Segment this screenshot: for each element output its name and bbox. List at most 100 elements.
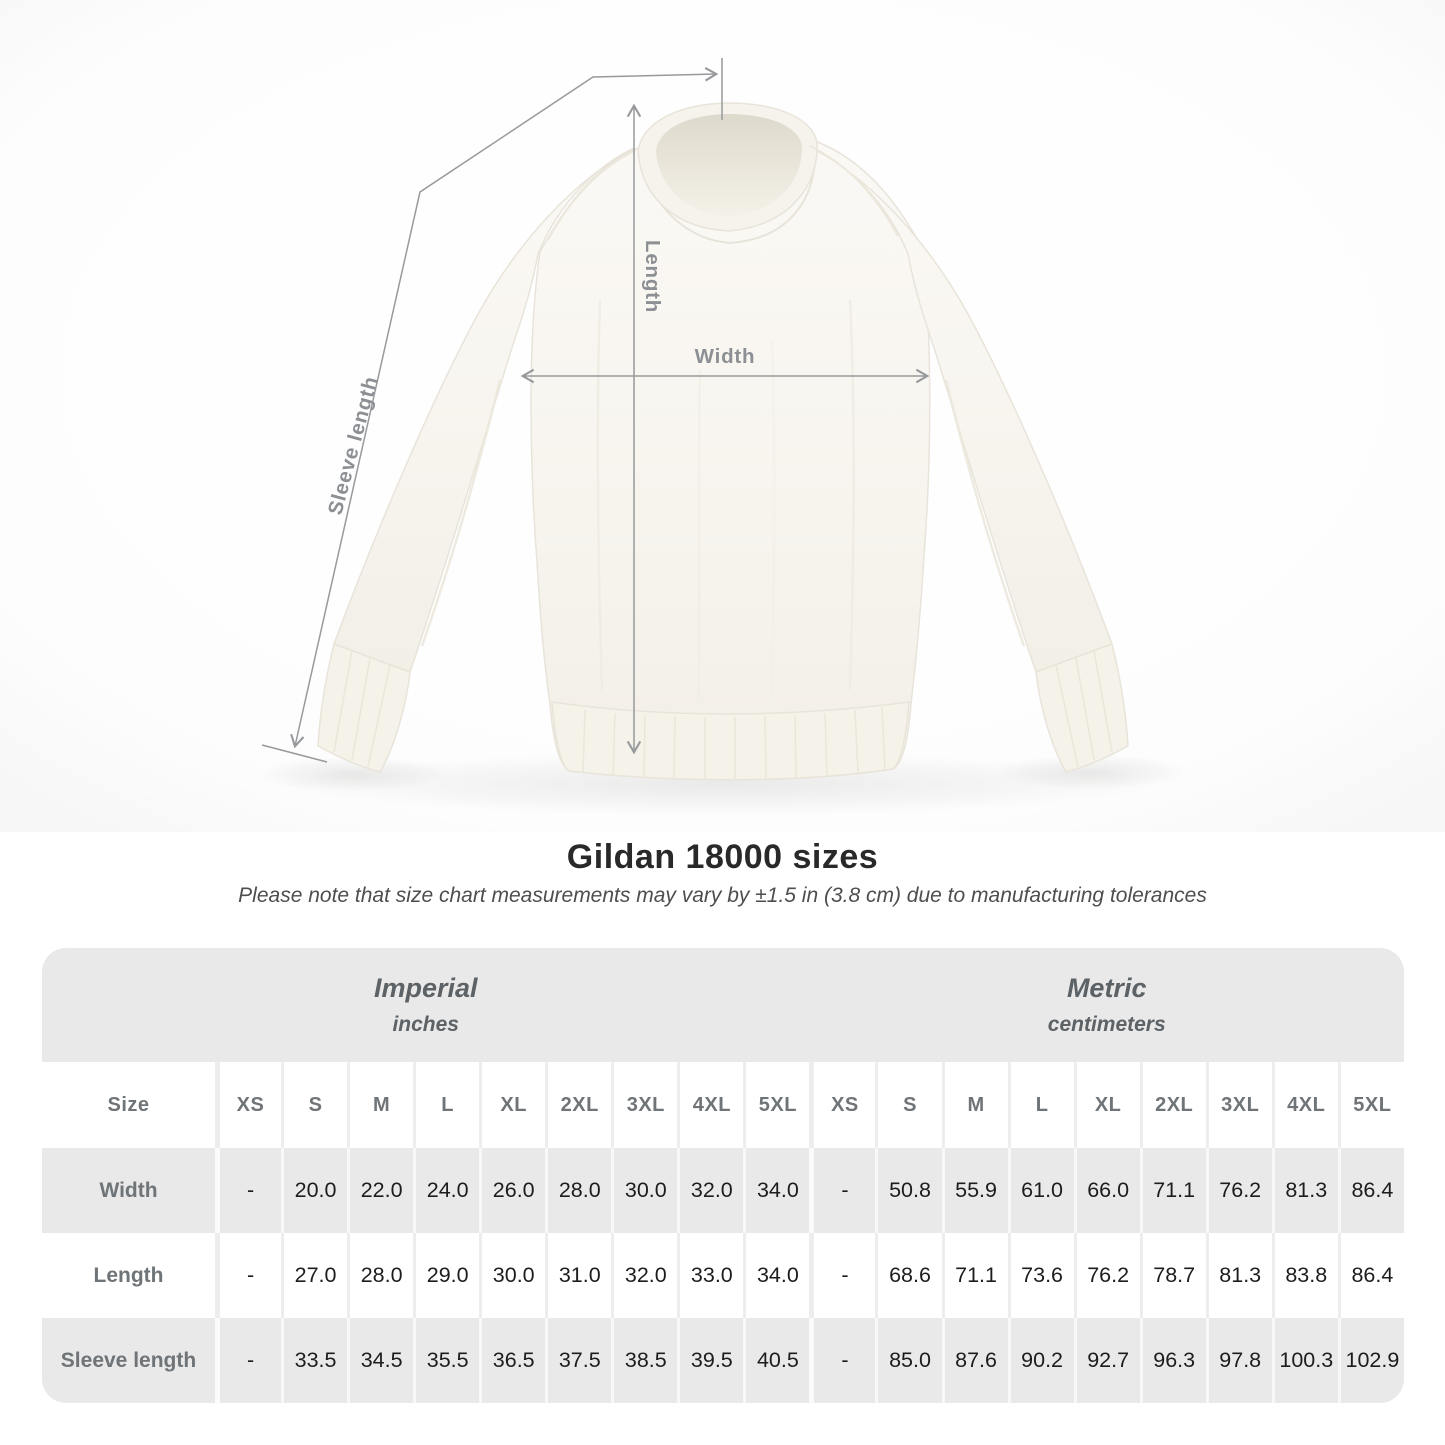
imperial-label: Imperial xyxy=(373,973,478,1003)
value-cell: - xyxy=(215,1233,282,1318)
size-header-cell: XL xyxy=(479,1062,546,1148)
value-cell: 22.0 xyxy=(347,1148,414,1233)
value-cell: 90.2 xyxy=(1007,1318,1074,1403)
value-cell: 71.1 xyxy=(941,1233,1008,1318)
value-cell: 71.1 xyxy=(1139,1148,1206,1233)
row-label: Sleeve length xyxy=(42,1318,215,1403)
value-cell: 92.7 xyxy=(1073,1318,1140,1403)
value-cell: 33.0 xyxy=(677,1233,744,1318)
size-header-cell: 2XL xyxy=(545,1062,612,1148)
size-header-cell: XL xyxy=(1073,1062,1140,1148)
value-cell: 81.3 xyxy=(1205,1233,1272,1318)
size-header-cell: S xyxy=(875,1062,942,1148)
heading-block: Gildan 18000 sizes Please note that size… xyxy=(0,836,1445,908)
value-cell: - xyxy=(215,1148,282,1233)
size-header-cell: M xyxy=(347,1062,414,1148)
value-cell: - xyxy=(809,1318,876,1403)
value-cell: 85.0 xyxy=(875,1318,942,1403)
right-sleeve-fold xyxy=(944,379,1026,647)
value-cell: 83.8 xyxy=(1271,1233,1338,1318)
row-label: Length xyxy=(42,1233,215,1318)
size-header-cell: 3XL xyxy=(611,1062,678,1148)
width-label: Width xyxy=(695,345,756,368)
value-cell: 35.5 xyxy=(413,1318,480,1403)
right-cuff-shadow xyxy=(997,754,1187,790)
value-cell: 96.3 xyxy=(1139,1318,1206,1403)
size-header-cell: S xyxy=(281,1062,348,1148)
value-cell: 30.0 xyxy=(479,1233,546,1318)
size-header-cell: M xyxy=(941,1062,1008,1148)
value-cell: 102.9 xyxy=(1337,1318,1404,1403)
value-cell: 39.5 xyxy=(677,1318,744,1403)
value-cell: 78.7 xyxy=(1139,1233,1206,1318)
value-cell: 28.0 xyxy=(347,1233,414,1318)
value-cell: 55.9 xyxy=(941,1148,1008,1233)
right-shoulder-seam xyxy=(809,145,899,237)
size-header-row: Size XS S M L XL 2XL 3XL 4XL 5XL XS S M … xyxy=(42,1062,1404,1148)
value-cell: 32.0 xyxy=(611,1233,678,1318)
length-label: Length xyxy=(641,240,664,313)
right-sleeve xyxy=(811,147,1113,673)
size-table-grid: Imperial inches Metric centimeters Size … xyxy=(42,948,1404,1403)
value-cell: 34.0 xyxy=(743,1233,810,1318)
metric-label: Metric xyxy=(1066,973,1147,1003)
measurement-overlay xyxy=(261,58,927,763)
size-header-cell: 3XL xyxy=(1205,1062,1272,1148)
cuff-tick-line xyxy=(261,744,328,763)
value-cell: 30.0 xyxy=(611,1148,678,1233)
size-header-cell: 5XL xyxy=(743,1062,810,1148)
value-cell: - xyxy=(215,1318,282,1403)
value-cell: 76.2 xyxy=(1073,1233,1140,1318)
value-cell: 50.8 xyxy=(875,1148,942,1233)
value-cell: 40.5 xyxy=(743,1318,810,1403)
value-cell: 33.5 xyxy=(281,1318,348,1403)
value-cell: 61.0 xyxy=(1007,1148,1074,1233)
value-cell: 31.0 xyxy=(545,1233,612,1318)
value-cell: 27.0 xyxy=(281,1233,348,1318)
sweatshirt-diagram: Length Width Sleeve length xyxy=(0,0,1445,832)
size-corner-header: Size xyxy=(42,1062,215,1148)
size-header-cell: XS xyxy=(215,1062,282,1148)
value-cell: 34.5 xyxy=(347,1318,414,1403)
value-cell: 66.0 xyxy=(1073,1148,1140,1233)
value-cell: 32.0 xyxy=(677,1148,744,1233)
value-cell: 26.0 xyxy=(479,1148,546,1233)
unit-group-row: Imperial inches Metric centimeters xyxy=(42,948,1404,1062)
value-cell: 97.8 xyxy=(1205,1318,1272,1403)
value-cell: 36.5 xyxy=(479,1318,546,1403)
garment-shadow xyxy=(277,752,1167,816)
hem-band xyxy=(551,701,910,781)
metric-unit-label: centimeters xyxy=(1047,1013,1166,1036)
value-cell: 38.5 xyxy=(611,1318,678,1403)
sleeve-length-arrow-line xyxy=(295,74,716,746)
value-cell: 100.3 xyxy=(1271,1318,1338,1403)
size-header-cell: 4XL xyxy=(1271,1062,1338,1148)
value-cell: 24.0 xyxy=(413,1148,480,1233)
value-cell: - xyxy=(809,1148,876,1233)
row-label: Width xyxy=(42,1148,215,1233)
metric-group-header: Metric centimeters xyxy=(809,948,1404,1062)
value-cell: 81.3 xyxy=(1271,1148,1338,1233)
value-cell: 68.6 xyxy=(875,1233,942,1318)
value-cell: 86.4 xyxy=(1337,1148,1404,1233)
value-cell: 87.6 xyxy=(941,1318,1008,1403)
table-row-length: Length - 27.0 28.0 29.0 30.0 31.0 32.0 3… xyxy=(42,1233,1404,1318)
left-cuff-shadow xyxy=(257,756,447,792)
value-cell: 86.4 xyxy=(1337,1233,1404,1318)
size-header-cell: 4XL xyxy=(677,1062,744,1148)
value-cell: 20.0 xyxy=(281,1148,348,1233)
value-cell: 34.0 xyxy=(743,1148,810,1233)
table-row-sleeve-length: Sleeve length - 33.5 34.5 35.5 36.5 37.5… xyxy=(42,1318,1404,1403)
value-cell: 28.0 xyxy=(545,1148,612,1233)
value-cell: 76.2 xyxy=(1205,1148,1272,1233)
size-header-cell: 5XL xyxy=(1337,1062,1404,1148)
size-header-cell: L xyxy=(1007,1062,1074,1148)
value-cell: 29.0 xyxy=(413,1233,480,1318)
value-cell: - xyxy=(809,1233,876,1318)
garment-figure: Length Width Sleeve length xyxy=(0,0,1445,832)
right-cuff xyxy=(1035,643,1129,773)
value-cell: 73.6 xyxy=(1007,1233,1074,1318)
value-cell: 37.5 xyxy=(545,1318,612,1403)
size-header-cell: 2XL xyxy=(1139,1062,1206,1148)
